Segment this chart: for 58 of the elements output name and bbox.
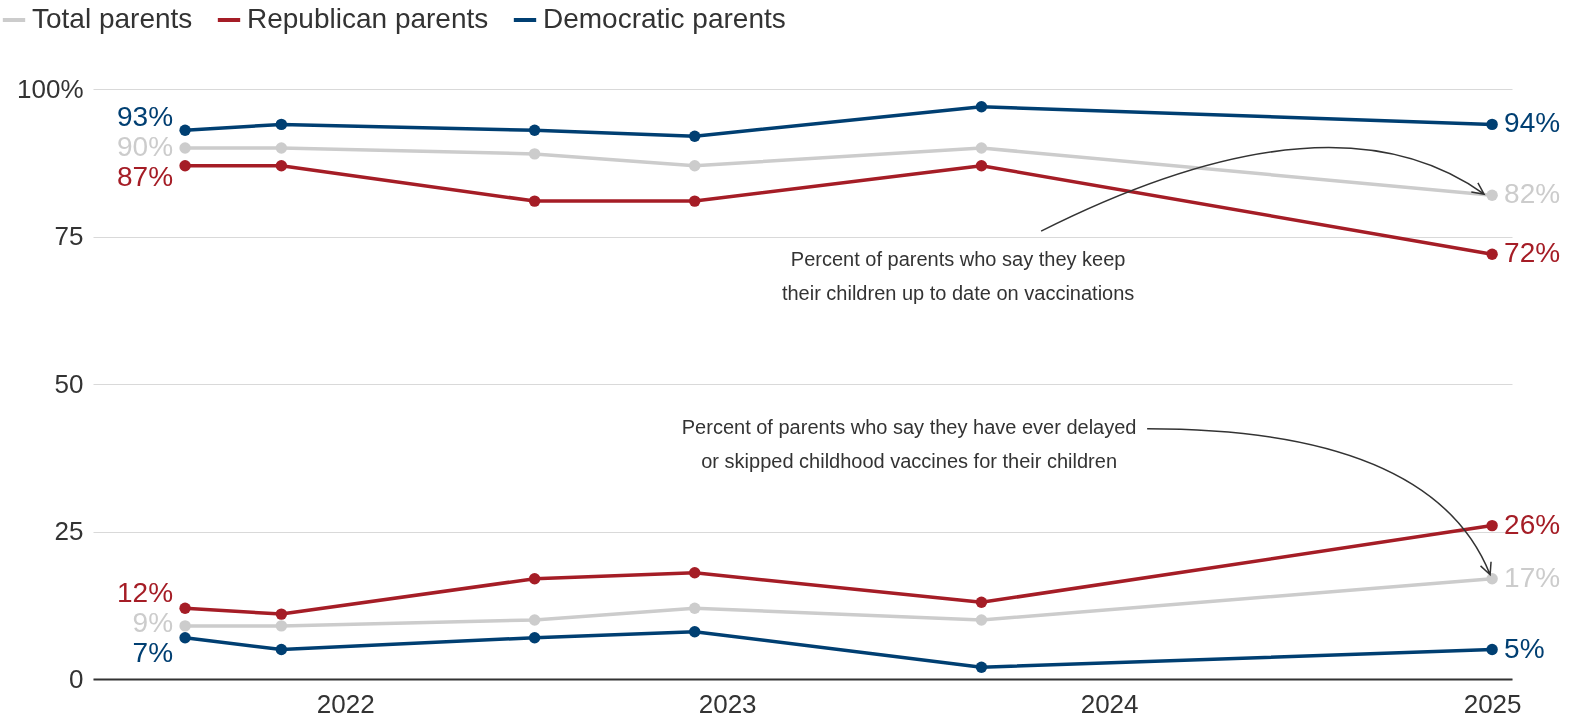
point bbox=[179, 620, 191, 632]
point bbox=[275, 620, 288, 632]
point bbox=[689, 130, 701, 142]
point bbox=[975, 142, 988, 154]
y-tick-label: 0 bbox=[69, 663, 84, 694]
point bbox=[689, 195, 701, 207]
point bbox=[528, 614, 541, 626]
data-label: 5% bbox=[1504, 632, 1545, 664]
data-label: 72% bbox=[1504, 237, 1561, 269]
point bbox=[689, 626, 701, 638]
point bbox=[275, 608, 288, 620]
point bbox=[528, 573, 541, 585]
point bbox=[1486, 573, 1498, 585]
point bbox=[975, 614, 988, 626]
y-tick-label: 100% bbox=[17, 73, 84, 104]
point bbox=[1486, 189, 1498, 201]
data-label: 93% bbox=[117, 101, 174, 132]
y-tick-label: 75 bbox=[54, 221, 84, 251]
point bbox=[1486, 248, 1498, 260]
point bbox=[179, 602, 191, 614]
point bbox=[275, 643, 288, 656]
point bbox=[689, 602, 701, 614]
x-tick-label: 2022 bbox=[316, 688, 375, 719]
annotation: Percent of parents who say they have ever delayed or skipped childhood vaccines for their children bbox=[681, 415, 1137, 472]
x-tick-label: 2024 bbox=[1080, 688, 1139, 719]
point bbox=[528, 124, 541, 136]
y-tick-label: 25 bbox=[54, 516, 84, 546]
point bbox=[975, 101, 988, 113]
data-label: 94% bbox=[1504, 107, 1561, 139]
point bbox=[975, 596, 988, 608]
point bbox=[528, 632, 541, 644]
x-tick-label: 2025 bbox=[1463, 688, 1522, 719]
data-label: 12% bbox=[117, 576, 174, 608]
point bbox=[1486, 519, 1498, 532]
x-tick-label: 2023 bbox=[698, 688, 757, 719]
point bbox=[1486, 643, 1498, 656]
point bbox=[975, 160, 988, 172]
legend-label: Total parents bbox=[32, 3, 193, 34]
point bbox=[179, 160, 191, 172]
point bbox=[275, 160, 288, 172]
data-label: 87% bbox=[117, 161, 174, 192]
point bbox=[179, 142, 191, 154]
point bbox=[975, 661, 988, 673]
point bbox=[528, 195, 541, 207]
data-label: 26% bbox=[1504, 508, 1561, 540]
point bbox=[528, 148, 541, 160]
legend-label: Republican parents bbox=[247, 3, 489, 34]
annotation: Percent of parents who say they keep their children up to date on vaccinations bbox=[781, 248, 1135, 305]
point bbox=[179, 124, 191, 136]
data-label: 7% bbox=[132, 636, 174, 668]
point bbox=[689, 160, 701, 172]
point bbox=[275, 142, 288, 154]
legend-label: Democratic parents bbox=[543, 3, 786, 34]
point bbox=[1486, 118, 1498, 131]
point bbox=[275, 118, 288, 131]
point bbox=[689, 567, 701, 579]
point bbox=[179, 632, 191, 644]
y-tick-label: 50 bbox=[54, 368, 84, 399]
